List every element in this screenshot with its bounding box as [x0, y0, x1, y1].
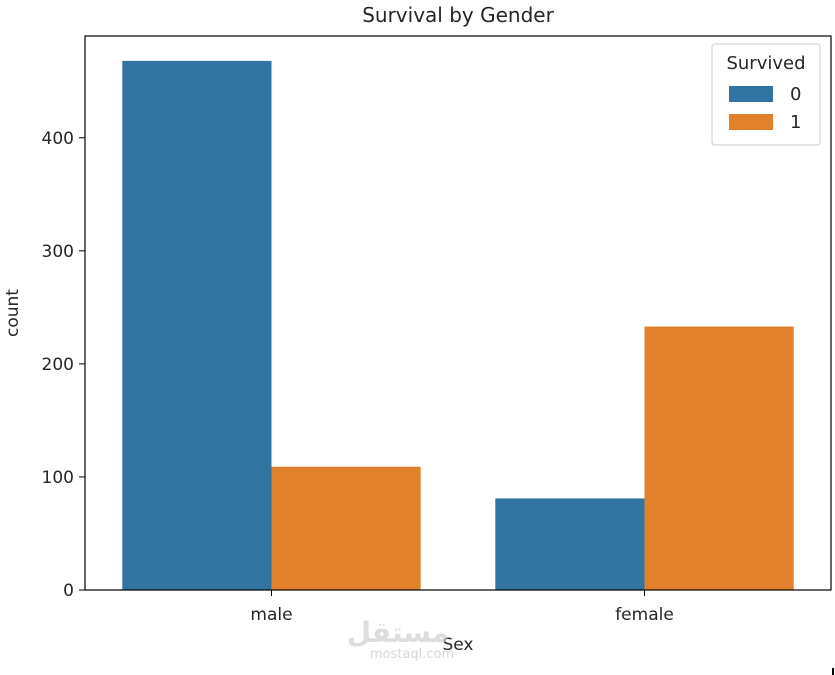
- y-axis-label: count: [3, 289, 23, 337]
- y-tick-label: 100: [42, 468, 74, 488]
- legend-swatch-0: [729, 86, 773, 102]
- legend: Survived 0 1: [711, 43, 821, 146]
- legend-label-0: 0: [790, 84, 801, 105]
- x-tick-label-female: female: [615, 605, 674, 625]
- bar-male-survived-1: [271, 466, 421, 590]
- watermark-arabic: مستقل: [347, 616, 449, 649]
- chart-title: Survival by Gender: [362, 3, 554, 27]
- bar-female-survived-0: [495, 498, 645, 590]
- watermark-logo: مستقل mostaql.com: [347, 616, 454, 662]
- legend-swatch-1: [729, 114, 773, 130]
- bars-group: [122, 60, 794, 590]
- y-axis: 0 100 200 300 400: [42, 129, 85, 601]
- corner-mark: [832, 668, 834, 675]
- x-tick-label-male: male: [250, 605, 292, 625]
- y-tick-label: 0: [63, 581, 74, 601]
- bar-male-survived-0: [122, 60, 272, 590]
- bar-female-survived-1: [644, 326, 794, 590]
- legend-label-1: 1: [790, 112, 801, 133]
- plot-frame: [84, 35, 832, 591]
- watermark-latin: mostaql.com: [370, 647, 454, 662]
- y-tick-label: 200: [42, 355, 74, 375]
- y-tick-label: 400: [42, 129, 74, 149]
- x-axis-label: Sex: [442, 635, 473, 655]
- y-tick-label: 300: [42, 242, 74, 262]
- x-axis: male female: [250, 590, 674, 625]
- legend-title: Survived: [726, 53, 805, 74]
